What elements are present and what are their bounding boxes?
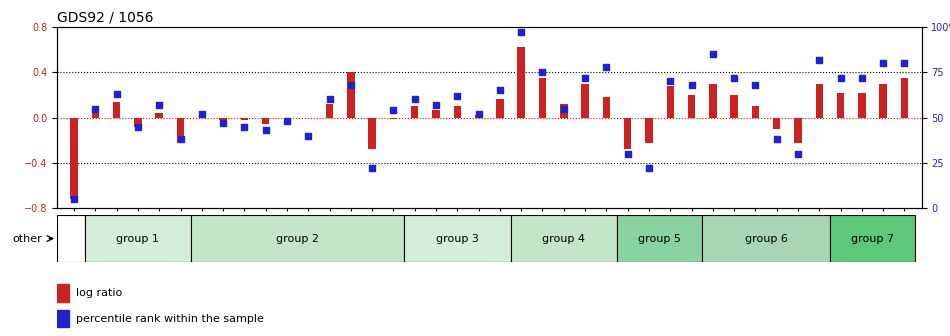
Bar (815, 84, 823, 118)
Bar (880, 84, 887, 118)
Bar (91, 106, 99, 118)
Point (258, 128, 274, 133)
Text: percentile rank within the sample: percentile rank within the sample (76, 313, 264, 324)
Point (194, 111, 209, 117)
Bar (475, 115, 483, 118)
Bar (539, 78, 546, 118)
Bar (581, 84, 589, 118)
Bar (518, 47, 525, 118)
Bar (645, 118, 653, 142)
Point (365, 166, 380, 171)
Bar (602, 97, 610, 118)
Bar (688, 95, 695, 118)
Bar (326, 104, 333, 118)
Bar (432, 110, 440, 118)
Point (705, 51, 720, 57)
Bar (262, 118, 270, 124)
Text: group 6: group 6 (745, 234, 788, 244)
Bar (751, 106, 759, 118)
Point (535, 70, 550, 75)
Point (897, 60, 912, 66)
Point (748, 82, 763, 88)
Bar (57, 284, 68, 302)
Point (152, 102, 167, 108)
Bar (156, 113, 163, 118)
Bar (731, 95, 738, 118)
Text: group 7: group 7 (851, 234, 894, 244)
Point (727, 75, 742, 80)
Bar (347, 72, 354, 118)
Bar (709, 84, 716, 118)
FancyBboxPatch shape (830, 215, 915, 262)
Bar (369, 118, 376, 149)
FancyBboxPatch shape (85, 215, 191, 262)
Bar (453, 106, 461, 118)
Point (66, 197, 82, 202)
Text: log ratio: log ratio (76, 288, 123, 298)
Point (854, 75, 869, 80)
Bar (134, 118, 142, 127)
Point (173, 137, 188, 142)
Text: group 2: group 2 (276, 234, 319, 244)
Bar (624, 118, 632, 149)
FancyBboxPatch shape (510, 215, 617, 262)
FancyBboxPatch shape (404, 215, 510, 262)
Point (811, 57, 826, 62)
Bar (901, 78, 908, 118)
Point (428, 102, 444, 108)
Point (237, 124, 252, 129)
Point (514, 30, 529, 35)
Text: other: other (12, 234, 42, 244)
Point (770, 137, 785, 142)
Point (87, 106, 103, 111)
Bar (560, 104, 567, 118)
Point (471, 111, 486, 117)
Text: group 3: group 3 (436, 234, 479, 244)
Bar (858, 93, 865, 118)
Point (556, 106, 571, 111)
Point (216, 120, 231, 126)
Point (598, 64, 614, 70)
Bar (57, 310, 68, 327)
FancyBboxPatch shape (617, 215, 702, 262)
Bar (390, 118, 397, 119)
Point (876, 60, 891, 66)
Point (408, 97, 423, 102)
Bar (240, 118, 248, 120)
Point (449, 93, 465, 98)
Bar (113, 102, 121, 118)
Bar (794, 118, 802, 142)
Point (641, 166, 656, 171)
Bar (411, 106, 418, 118)
Point (620, 151, 636, 157)
Point (279, 119, 294, 124)
Point (130, 124, 145, 129)
FancyBboxPatch shape (57, 215, 85, 262)
Bar (177, 118, 184, 142)
Text: group 4: group 4 (542, 234, 585, 244)
Text: group 1: group 1 (117, 234, 160, 244)
Point (663, 79, 678, 84)
Bar (496, 99, 504, 118)
Bar (219, 118, 227, 120)
Bar (837, 93, 845, 118)
FancyBboxPatch shape (702, 215, 830, 262)
Point (322, 97, 337, 102)
Point (684, 82, 699, 88)
Bar (773, 118, 781, 129)
Text: GDS92 / 1056: GDS92 / 1056 (57, 10, 154, 24)
Point (386, 108, 401, 113)
Point (343, 82, 358, 88)
Bar (667, 86, 674, 118)
Point (492, 88, 507, 93)
Point (790, 151, 806, 157)
Point (109, 91, 124, 97)
Point (578, 75, 593, 80)
FancyBboxPatch shape (191, 215, 404, 262)
Point (300, 133, 315, 138)
Point (833, 75, 848, 80)
Bar (70, 118, 78, 199)
Text: group 5: group 5 (638, 234, 681, 244)
